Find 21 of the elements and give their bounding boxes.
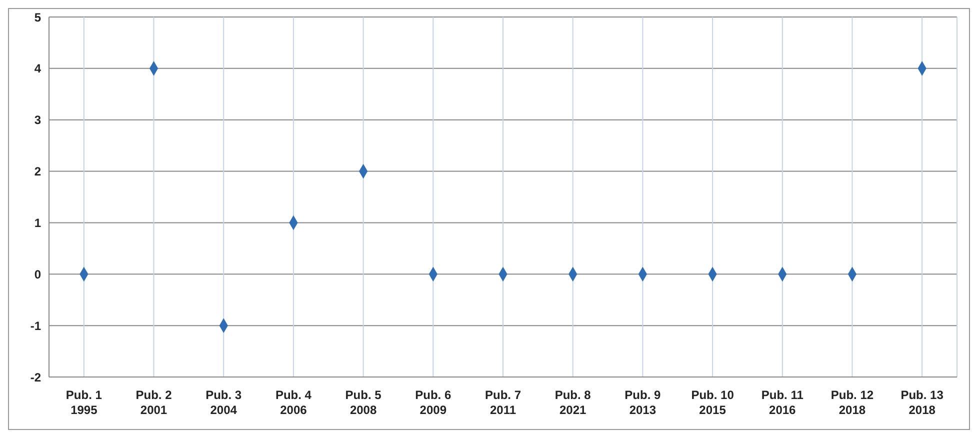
- x-tick-label: Pub. 10 2015: [691, 388, 734, 417]
- y-tick-label: 1: [34, 216, 42, 230]
- y-tick-label: 2: [34, 164, 42, 179]
- y-tick-label: 5: [34, 10, 42, 24]
- x-tick-label: Pub. 6 2009: [415, 388, 452, 417]
- x-tick-label: Pub. 4 2006: [275, 388, 312, 417]
- x-tick-label: Pub. 1 1995: [66, 388, 102, 417]
- y-tick-label: 3: [34, 113, 42, 128]
- x-tick-label: Pub. 13 2018: [900, 388, 944, 417]
- x-tick-label: Pub. 2 2001: [136, 388, 172, 417]
- x-tick-label: Pub. 11 2016: [761, 388, 804, 417]
- y-tick-label: -1: [30, 318, 42, 333]
- x-tick-label: Pub. 3 2004: [206, 388, 242, 417]
- x-tick-label: Pub. 12 2018: [830, 388, 874, 417]
- y-tick-label: 4: [34, 62, 42, 76]
- x-tick-label: Pub. 7 2011: [484, 388, 522, 417]
- y-tick-label: 0: [34, 267, 42, 282]
- x-tick-label: Pub. 5 2008: [345, 388, 382, 417]
- y-tick-label: -2: [30, 370, 42, 384]
- x-tick-label: Pub. 8 2021: [554, 388, 592, 417]
- x-tick-label: Pub. 9 2013: [624, 388, 662, 417]
